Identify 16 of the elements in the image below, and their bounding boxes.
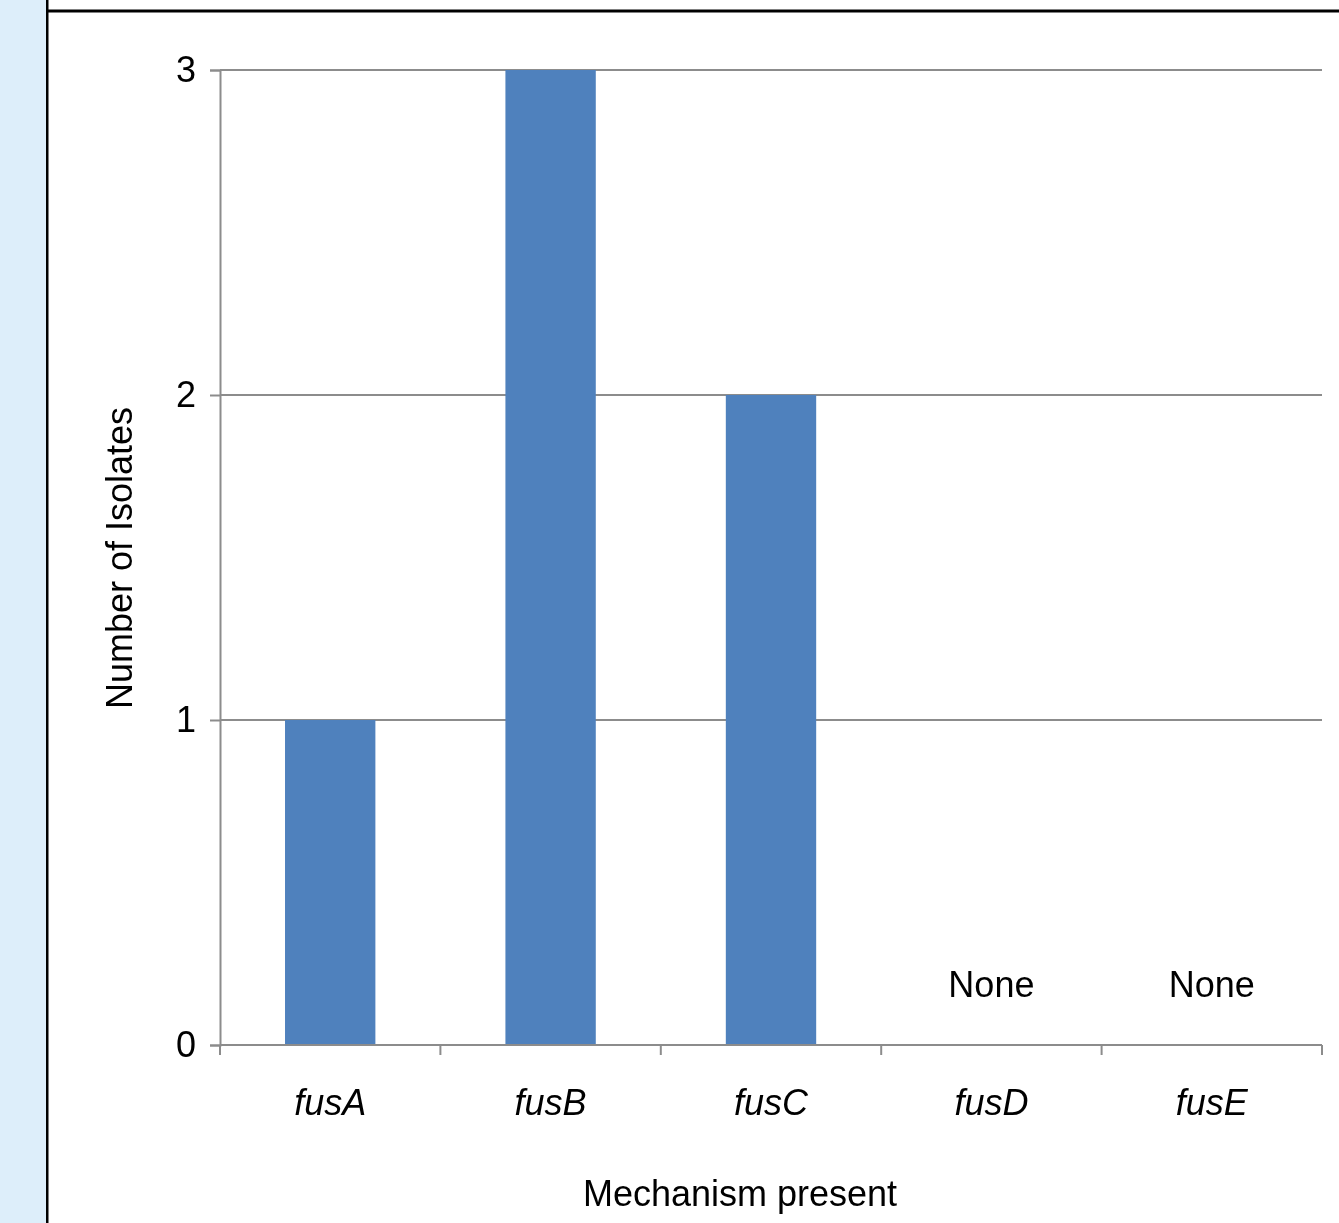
bar: [725, 395, 817, 1045]
y-axis-title: Number of Isolates: [99, 406, 140, 710]
y-tick-label: 1: [175, 699, 196, 741]
x-tick-label: fusC: [733, 1082, 810, 1123]
x-tick-label: fusA: [294, 1082, 367, 1123]
x-tick-label: fusE: [1175, 1082, 1249, 1123]
x-tick-label: fusB: [514, 1082, 587, 1123]
bar: [505, 70, 596, 1045]
y-tick-label: 0: [175, 1024, 196, 1066]
y-tick-label: 2: [175, 374, 196, 416]
bar: [285, 720, 376, 1045]
data-label: None: [948, 964, 1035, 1005]
y-tick-label: 3: [175, 49, 196, 91]
data-label: None: [1168, 964, 1255, 1005]
x-axis-title: Mechanism present: [582, 1173, 898, 1214]
x-tick-label: fusD: [954, 1082, 1029, 1123]
